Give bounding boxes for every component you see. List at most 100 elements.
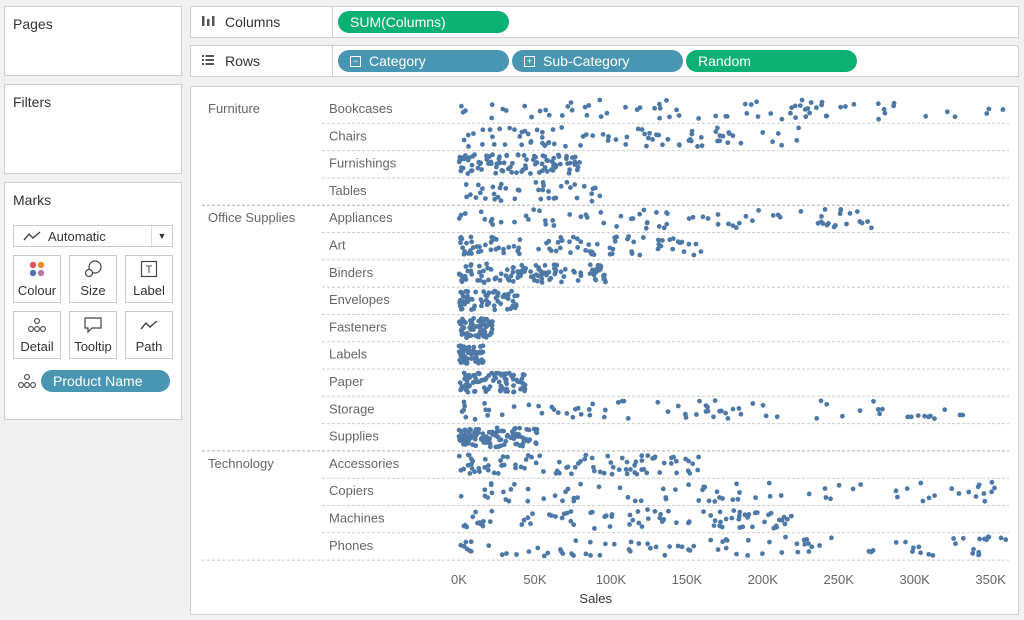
data-point[interactable] [456,216,462,221]
data-point[interactable] [623,467,629,472]
data-point[interactable] [905,414,911,420]
data-point[interactable] [476,159,482,165]
data-point[interactable] [531,207,537,213]
data-point[interactable] [875,407,881,412]
data-point[interactable] [469,466,475,471]
data-point[interactable] [469,271,475,277]
data-point[interactable] [484,157,490,162]
data-point[interactable] [989,479,995,485]
data-point[interactable] [628,539,634,545]
data-point[interactable] [555,410,561,416]
data-point[interactable] [554,262,560,268]
data-point[interactable] [458,493,464,499]
data-point[interactable] [624,459,630,465]
data-point[interactable] [462,273,468,279]
data-point[interactable] [792,103,798,109]
data-point[interactable] [975,484,981,490]
data-point[interactable] [557,161,563,167]
data-point[interactable] [510,279,516,284]
data-point[interactable] [512,127,517,133]
data-point[interactable] [686,241,692,247]
data-point[interactable] [509,169,515,175]
data-point[interactable] [458,467,464,473]
view-canvas[interactable]: Furniture Bookcases Chairs Furnishings Table… [190,86,1019,615]
data-point[interactable] [511,389,517,395]
data-point[interactable] [942,407,948,413]
data-point[interactable] [753,495,758,501]
data-point[interactable] [525,131,531,137]
data-point[interactable] [604,110,610,116]
data-point[interactable] [530,157,536,163]
data-point[interactable] [498,271,504,277]
data-point[interactable] [503,438,509,444]
data-point[interactable] [577,160,582,165]
data-point[interactable] [564,156,569,162]
data-point[interactable] [808,100,814,105]
data-point[interactable] [541,496,547,502]
data-point[interactable] [750,524,755,530]
data-point[interactable] [698,249,704,255]
data-point[interactable] [513,465,518,471]
data-point[interactable] [674,520,679,526]
data-point[interactable] [637,105,643,111]
data-point[interactable] [534,160,540,165]
data-point[interactable] [854,209,860,214]
data-point[interactable] [612,238,618,244]
data-point[interactable] [519,376,525,382]
data-point[interactable] [807,110,812,116]
data-point[interactable] [715,212,721,217]
data-point[interactable] [719,408,724,414]
data-point[interactable] [461,437,467,443]
data-point[interactable] [474,350,480,355]
data-point[interactable] [715,125,720,131]
data-point[interactable] [644,220,650,225]
data-point[interactable] [459,279,465,285]
data-point[interactable] [596,484,602,490]
data-point[interactable] [688,138,694,144]
data-point[interactable] [552,271,558,277]
data-point[interactable] [636,520,642,526]
data-point[interactable] [473,195,479,200]
product-name-pill[interactable]: Product Name [41,370,170,392]
data-point[interactable] [458,542,464,548]
data-point[interactable] [603,513,609,519]
data-point[interactable] [660,238,665,243]
data-point[interactable] [806,491,812,497]
data-point[interactable] [592,468,597,474]
data-point[interactable] [645,507,650,512]
data-point[interactable] [610,464,616,470]
data-point[interactable] [586,407,592,412]
data-point[interactable] [501,428,506,434]
data-point[interactable] [705,216,711,221]
data-point[interactable] [482,493,488,499]
data-point[interactable] [498,181,504,187]
data-point[interactable] [472,416,478,422]
data-point[interactable] [657,515,663,521]
data-point[interactable] [597,97,603,103]
data-point[interactable] [568,518,574,524]
data-point[interactable] [785,516,790,522]
data-point[interactable] [657,105,663,111]
data-point[interactable] [814,105,819,111]
data-point[interactable] [696,116,701,121]
data-point[interactable] [711,414,716,420]
data-point[interactable] [676,113,682,118]
data-point[interactable] [504,551,509,556]
data-point[interactable] [926,495,932,501]
data-point[interactable] [662,552,668,558]
data-point[interactable] [532,153,537,159]
data-point[interactable] [490,432,496,437]
category-pill[interactable]: − Category [338,50,509,72]
data-point[interactable] [568,250,573,256]
data-point[interactable] [517,425,523,431]
data-point[interactable] [782,521,788,527]
data-point[interactable] [760,130,766,135]
detail-button[interactable]: Detail [13,311,61,359]
data-point[interactable] [483,324,489,330]
data-point[interactable] [736,220,742,226]
data-point[interactable] [667,114,672,120]
data-point[interactable] [493,275,499,281]
data-point[interactable] [767,539,772,545]
data-point[interactable] [481,289,487,295]
data-point[interactable] [581,183,587,189]
